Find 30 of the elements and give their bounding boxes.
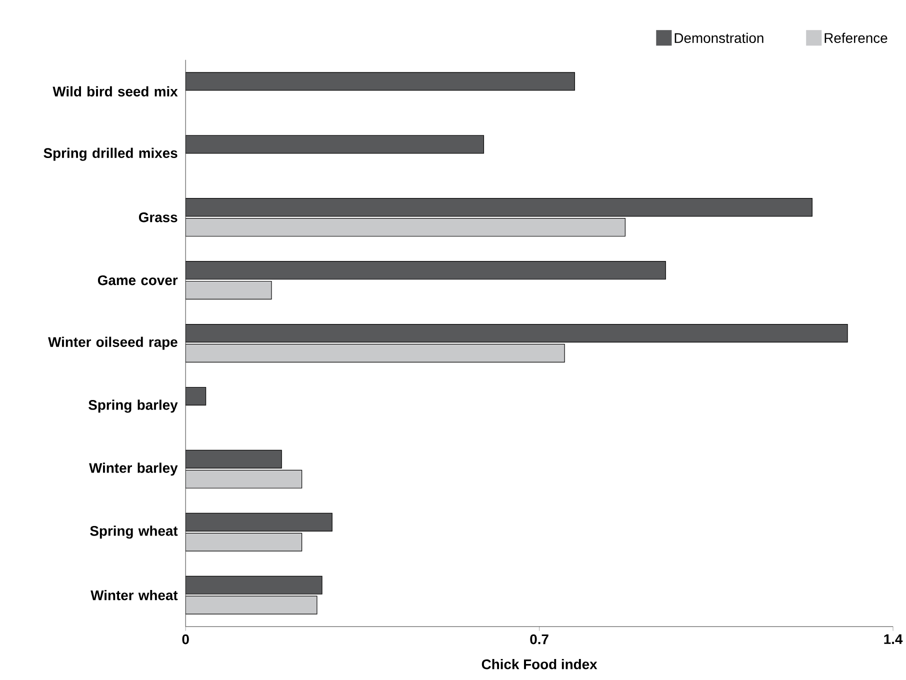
y-tick-label: Wild bird seed mix bbox=[52, 86, 178, 96]
bar bbox=[186, 344, 565, 362]
bar bbox=[186, 134, 484, 154]
bar bbox=[186, 450, 282, 468]
y-tick-label: Game cover bbox=[98, 275, 178, 285]
legend-label: Demonstration bbox=[674, 32, 764, 43]
legend-label: Reference bbox=[824, 32, 888, 43]
bar bbox=[186, 260, 666, 280]
y-tick-label: Grass bbox=[138, 212, 178, 222]
bar bbox=[186, 532, 302, 552]
y-tick-label: Winter wheat bbox=[90, 590, 178, 600]
x-tick-label: 0.7 bbox=[530, 634, 548, 644]
x-tick-label: 1.4 bbox=[884, 634, 903, 644]
x-tick-label: 0 bbox=[182, 634, 189, 644]
bar bbox=[186, 470, 302, 488]
bar bbox=[186, 218, 626, 236]
bar bbox=[186, 576, 322, 594]
bar bbox=[186, 72, 575, 90]
bar bbox=[186, 280, 272, 300]
bar bbox=[186, 324, 848, 342]
bar bbox=[186, 386, 206, 406]
bar bbox=[186, 596, 318, 614]
y-tick-label: Spring barley bbox=[88, 399, 178, 412]
y-tick-label: Winter barley bbox=[89, 462, 178, 476]
y-tick-label: Winter oilseed rape bbox=[48, 336, 178, 350]
y-tick-label: Spring wheat bbox=[90, 525, 178, 538]
y-tick-label: Spring drilled mixes bbox=[44, 148, 178, 161]
bar bbox=[186, 198, 812, 216]
x-axis-title: Chick Food index bbox=[482, 658, 598, 669]
bar bbox=[186, 512, 332, 532]
